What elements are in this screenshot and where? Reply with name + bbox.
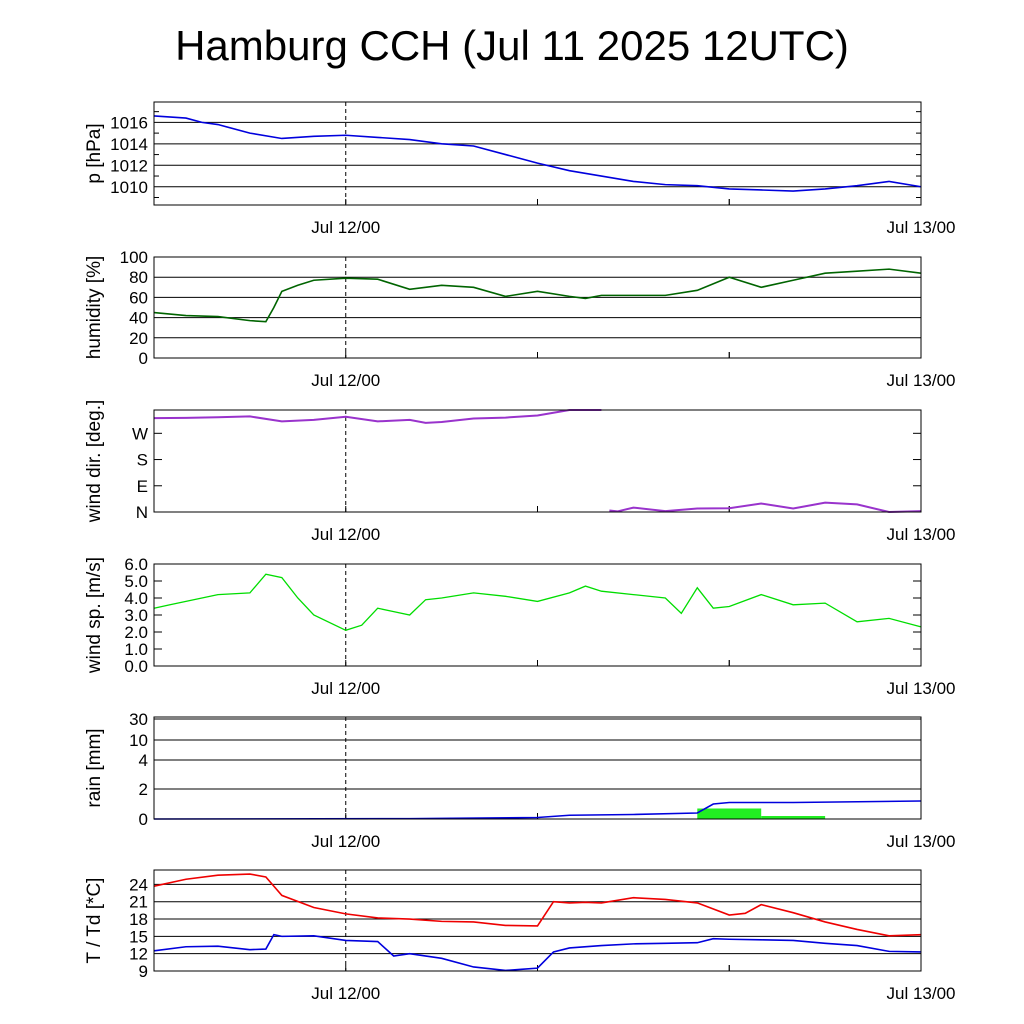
y-axis-label: wind sp. [m/s]: [84, 557, 105, 674]
x-tick-label: Jul 13/00: [887, 984, 956, 1003]
panel-frame: [153, 101, 922, 206]
y-tick-label: 20: [129, 329, 148, 348]
y-tick-label: 21: [129, 893, 148, 912]
y-tick-label: 10: [129, 731, 148, 750]
y-axis-label: rain [mm]: [84, 728, 105, 807]
y-tick-label: 5.0: [124, 572, 148, 591]
wind-direction-line: [609, 501, 922, 514]
y-tick-label: W: [132, 424, 148, 443]
x-tick-label: Jul 13/00: [887, 525, 956, 544]
y-tick-label: 80: [129, 268, 148, 287]
humidity-line: [153, 268, 922, 323]
y-axis-label: T / Td [*C]: [84, 878, 105, 964]
y-tick-label: 1.0: [124, 640, 148, 659]
x-tick-label: Jul 13/00: [887, 218, 956, 237]
y-tick-label: N: [136, 503, 148, 522]
y-tick-label: 0.0: [124, 657, 148, 676]
x-tick-label: Jul 13/00: [887, 832, 956, 851]
panel-frame: [153, 409, 922, 513]
y-tick-label: 4.0: [124, 589, 148, 608]
y-tick-label: E: [137, 477, 148, 496]
x-tick-label: Jul 12/00: [311, 832, 380, 851]
y-tick-label: 1014: [110, 135, 148, 154]
y-tick-label: 1012: [110, 156, 148, 175]
y-tick-label: 4: [139, 751, 148, 770]
y-tick-label: 40: [129, 309, 148, 328]
y-tick-label: 0: [139, 349, 148, 368]
x-tick-label: Jul 13/00: [887, 679, 956, 698]
y-tick-label: 24: [129, 875, 148, 894]
y-tick-label: 30: [129, 710, 148, 729]
x-tick-label: Jul 12/00: [311, 218, 380, 237]
chart-title: Hamburg CCH (Jul 11 2025 12UTC): [175, 22, 849, 69]
y-axis-label: p [hPa]: [84, 123, 105, 183]
wind-direction-line: [153, 409, 602, 424]
y-axis-label: wind dir. [deg.]: [84, 400, 105, 524]
rain-line: [153, 800, 922, 820]
y-tick-label: 3.0: [124, 606, 148, 625]
y-tick-label: 100: [120, 248, 148, 267]
y-tick-label: 18: [129, 910, 148, 929]
temperature_dewpoint-line: [153, 933, 922, 972]
y-tick-label: 6.0: [124, 555, 148, 574]
panel-frame: [153, 716, 922, 820]
y-tick-label: 12: [129, 945, 148, 964]
y-tick-label: 0: [139, 810, 148, 829]
panel-frame: [153, 869, 922, 972]
rain-bar: [697, 808, 762, 819]
y-tick-label: 1010: [110, 178, 148, 197]
temperature_dewpoint-line: [153, 873, 922, 937]
rain-bar: [761, 816, 826, 819]
x-tick-label: Jul 12/00: [311, 371, 380, 390]
y-axis-label: humidity [%]: [84, 256, 105, 359]
panel-frame: [153, 563, 922, 667]
panel-frame: [153, 256, 922, 359]
x-tick-label: Jul 12/00: [311, 984, 380, 1003]
y-tick-label: 2: [139, 780, 148, 799]
pressure-line: [153, 115, 922, 192]
y-tick-label: 2.0: [124, 623, 148, 642]
y-tick-label: 1016: [110, 113, 148, 132]
x-tick-label: Jul 12/00: [311, 679, 380, 698]
wind_speed-line: [153, 573, 922, 631]
y-tick-label: 9: [139, 962, 148, 981]
x-tick-label: Jul 13/00: [887, 371, 956, 390]
x-tick-label: Jul 12/00: [311, 525, 380, 544]
y-tick-label: 15: [129, 927, 148, 946]
y-tick-label: 60: [129, 288, 148, 307]
y-tick-label: S: [137, 451, 148, 470]
